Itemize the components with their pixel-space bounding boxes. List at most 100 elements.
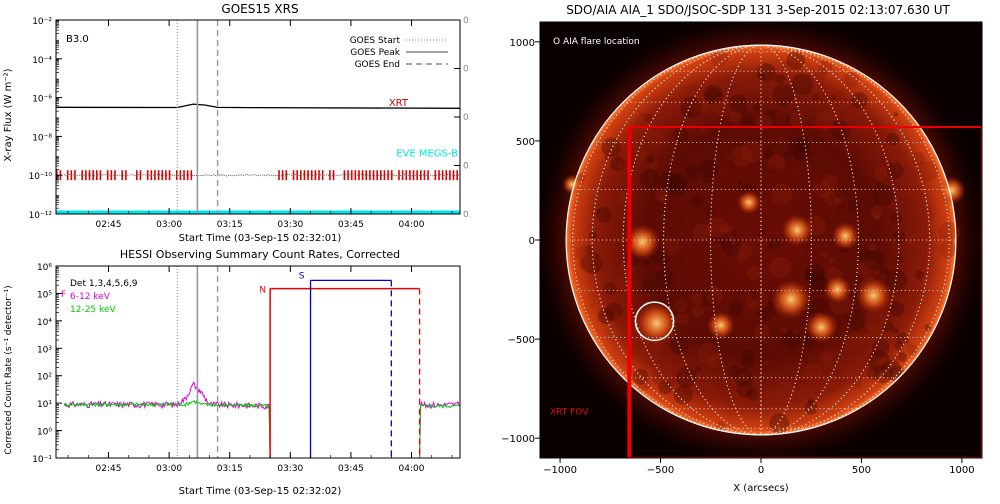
aia-title: SDO/AIA AIA_1 SDO/JSOC-SDP 131 3-Sep-201… [566, 3, 950, 17]
aia-x-tick-label: 1000 [949, 465, 974, 476]
solar-texture [891, 212, 903, 224]
hessi-x-tick-label: 03:45 [338, 464, 364, 474]
solar-texture [781, 327, 787, 333]
solar-texture [613, 314, 623, 324]
solar-texture [638, 378, 650, 390]
solar-texture [813, 94, 819, 100]
solar-texture [844, 369, 852, 377]
solar-texture [769, 414, 789, 434]
solar-texture [602, 138, 622, 158]
solar-texture [797, 144, 805, 152]
hessi-title: HESSI Observing Summary Count Rates, Cor… [120, 248, 400, 261]
solar-texture [758, 229, 766, 237]
solar-texture [844, 116, 851, 123]
solar-texture [750, 290, 760, 300]
solar-texture [641, 279, 655, 293]
solar-texture [752, 403, 757, 408]
solar-texture [793, 329, 798, 334]
xrt-band-tick [285, 170, 287, 180]
aia-y-tick-label: 1000 [510, 38, 535, 49]
solar-texture [728, 301, 743, 316]
solar-texture [831, 121, 850, 140]
xrt-band-tick [409, 170, 411, 180]
solar-texture [793, 98, 798, 103]
hessi-x-tick-label: 02:45 [96, 464, 122, 474]
hessi-y-tick-label: 10⁵ [37, 290, 52, 300]
hessi-y-tick-label: 10³ [37, 345, 52, 355]
goes-y-tick-label: 10⁻⁸ [32, 133, 52, 143]
solar-texture [746, 266, 761, 281]
solar-texture [917, 161, 938, 182]
solar-texture [897, 352, 907, 362]
hessi-chart: HESSI Observing Summary Count Rates, Cor… [0, 248, 470, 500]
series-label-eve-megs-b: EVE MEGS-B [396, 148, 458, 159]
solar-texture [654, 269, 674, 289]
solar-texture [709, 385, 716, 392]
solar-texture [604, 156, 608, 160]
solar-texture [785, 115, 791, 121]
solar-texture [887, 162, 904, 179]
solar-texture [848, 199, 859, 210]
solar-texture [702, 173, 713, 184]
active-region [737, 190, 761, 214]
solar-texture [692, 195, 704, 207]
solar-texture [768, 154, 785, 171]
xrt-band-tick [278, 170, 280, 180]
active-region [707, 311, 735, 339]
aia-y-tick-label: 0 [529, 236, 535, 247]
solar-texture [917, 208, 933, 224]
solar-texture [872, 184, 894, 206]
solar-texture [905, 233, 918, 246]
solar-texture [895, 256, 903, 264]
solar-texture [869, 243, 876, 250]
solar-texture [693, 223, 711, 241]
solar-texture [851, 92, 868, 109]
active-region [805, 311, 837, 343]
solar-texture [646, 133, 655, 142]
solar-texture [692, 293, 704, 305]
solar-texture [767, 244, 772, 249]
solar-texture [771, 184, 792, 205]
goes-x-tick-label: 03:15 [217, 220, 243, 230]
solar-texture [646, 156, 654, 164]
solar-texture [881, 360, 901, 380]
solar-texture [792, 73, 814, 95]
hessi-flag-label: F [61, 290, 66, 300]
solar-texture [925, 324, 932, 331]
solar-texture [638, 152, 647, 161]
hessi-x-tick-label: 04:00 [399, 464, 425, 474]
solar-texture [742, 357, 754, 369]
solar-texture [856, 382, 862, 388]
aia-chart: SDO/AIA AIA_1 SDO/JSOC-SDP 131 3-Sep-201… [500, 0, 1000, 500]
goes-y2-tick-label: 0.006 [463, 210, 470, 220]
solar-texture [631, 346, 641, 356]
solar-texture [737, 253, 746, 262]
solar-texture [864, 250, 885, 271]
hessi-y-tick-label: 10¹ [37, 400, 52, 410]
hessi-x-tick-label: 03:00 [156, 464, 182, 474]
night-label: N [259, 286, 266, 296]
hessi-series-line-6-12-keV [64, 383, 460, 459]
solar-texture [675, 300, 687, 312]
active-region [781, 214, 813, 246]
solar-texture [759, 74, 766, 81]
solar-texture [618, 163, 623, 168]
solar-texture [915, 271, 924, 280]
active-region [823, 276, 851, 304]
solar-texture [871, 206, 883, 218]
solar-texture [680, 97, 702, 119]
goes-x-axis-label: Start Time (03-Sep-15 02:32:01) [179, 233, 342, 244]
solar-texture [787, 51, 806, 70]
solar-texture [821, 251, 828, 258]
solar-texture [729, 94, 747, 112]
solar-texture [939, 221, 960, 242]
solar-texture [741, 141, 763, 163]
xrt-band-tick [427, 170, 429, 180]
goes-y2-tick-label: 0.009 [463, 65, 470, 75]
aia-x-tick-label: 500 [852, 465, 871, 476]
hessi-panel: HESSI Observing Summary Count Rates, Cor… [0, 248, 470, 500]
